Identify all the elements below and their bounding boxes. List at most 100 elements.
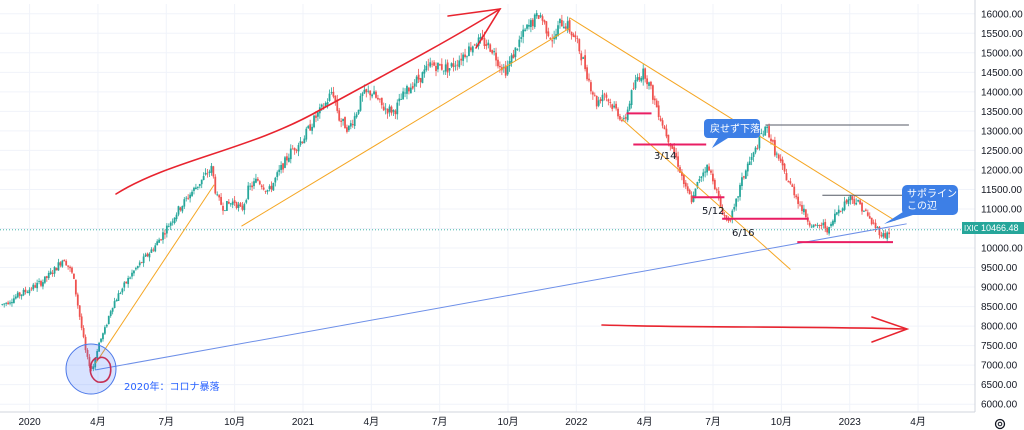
- candle-body: [741, 177, 743, 187]
- candle-body: [493, 51, 496, 53]
- candle-body: [591, 92, 594, 95]
- candle-body: [117, 293, 120, 301]
- time-axis-bg: [0, 412, 1024, 430]
- candle-body: [516, 48, 519, 50]
- candle-body: [444, 64, 447, 72]
- candle-body: [795, 195, 798, 198]
- candle-body: [758, 134, 761, 149]
- candle-body: [268, 186, 271, 189]
- candle-body: [131, 272, 133, 277]
- candle-body: [309, 124, 312, 131]
- candle-body: [485, 44, 488, 46]
- candle-body: [808, 222, 811, 226]
- candle-body: [384, 108, 387, 110]
- candle-body: [355, 114, 358, 118]
- candle-body: [154, 245, 157, 252]
- y-tick-label: 12000.00: [981, 165, 1023, 176]
- candle-body: [173, 217, 176, 224]
- candle-body: [667, 134, 670, 143]
- candle-body: [119, 293, 122, 294]
- candle-body: [671, 144, 674, 149]
- candle-body: [375, 91, 377, 98]
- candle-body: [601, 94, 604, 102]
- candle-body: [315, 115, 317, 118]
- candle-body: [514, 47, 517, 58]
- candle-body: [49, 271, 52, 274]
- candle-body: [469, 47, 472, 51]
- candle-body: [299, 141, 302, 145]
- candle-body: [45, 276, 48, 278]
- candle-body: [605, 94, 608, 98]
- candle-body: [746, 163, 749, 172]
- candle-body: [214, 176, 217, 194]
- candle-body: [723, 215, 726, 217]
- candle-body: [380, 97, 383, 106]
- candle-body: [832, 220, 834, 226]
- x-tick-label: 7月: [432, 416, 448, 428]
- candle-body: [276, 172, 279, 178]
- gear-icon[interactable]: [994, 418, 1006, 430]
- candle-body: [810, 226, 813, 228]
- candle-body: [495, 52, 497, 61]
- candle-body: [392, 110, 395, 112]
- candle-body: [787, 181, 790, 183]
- candle-body: [233, 200, 236, 203]
- candle-body: [651, 85, 654, 100]
- candle-body: [435, 65, 437, 72]
- sideways-arrowhead: [871, 316, 910, 343]
- candle-body: [367, 90, 370, 92]
- candle-body: [570, 31, 573, 36]
- candle-body: [630, 90, 633, 106]
- candle-body: [777, 154, 780, 159]
- candle-body: [684, 182, 687, 187]
- trend-line: [241, 27, 570, 227]
- candle-body: [408, 87, 410, 92]
- candle-body: [338, 110, 341, 121]
- candle-body: [433, 62, 435, 66]
- candle-body: [766, 126, 769, 128]
- candle-body: [1, 304, 4, 306]
- candle-body: [737, 196, 739, 198]
- candle-body: [278, 169, 281, 172]
- candle-body: [773, 140, 776, 156]
- candle-body: [394, 110, 397, 115]
- candle-body: [210, 165, 213, 173]
- candle-body: [3, 303, 6, 305]
- y-tick-label: 10000.00: [981, 244, 1023, 255]
- candle-body: [369, 90, 372, 96]
- candle-body: [133, 270, 135, 274]
- candle-body: [291, 148, 294, 150]
- candle-body: [51, 272, 54, 275]
- candle-body: [287, 157, 290, 162]
- candle-body: [715, 189, 718, 191]
- candle-body: [682, 174, 685, 184]
- candle-body: [549, 38, 552, 39]
- candle-body: [804, 209, 807, 218]
- y-tick-label: 9000.00: [981, 283, 1018, 294]
- candle-body: [224, 210, 226, 212]
- candle-body: [473, 44, 476, 46]
- candle-body: [595, 95, 598, 107]
- candle-body: [206, 173, 209, 175]
- candle-body: [26, 292, 29, 293]
- candlestick-series: [1, 10, 891, 372]
- candle-body: [803, 208, 805, 213]
- candle-body: [504, 65, 507, 76]
- candle-body: [531, 19, 534, 27]
- candle-body: [599, 99, 602, 101]
- y-tick-label: 14000.00: [981, 87, 1023, 98]
- candle-body: [580, 53, 583, 61]
- candle-body: [264, 190, 267, 192]
- uptrend-arrow: [115, 8, 501, 195]
- candle-body: [204, 172, 207, 175]
- candle-body: [179, 207, 182, 211]
- candle-body: [148, 253, 151, 258]
- candle-body: [526, 24, 528, 29]
- y-tick-label: 6000.00: [981, 400, 1018, 411]
- last-price-tag: IXIC 10466.48: [962, 222, 1024, 234]
- candle-body: [320, 104, 323, 107]
- candle-body: [820, 225, 823, 226]
- candle-body: [191, 191, 193, 196]
- candle-body: [646, 78, 648, 85]
